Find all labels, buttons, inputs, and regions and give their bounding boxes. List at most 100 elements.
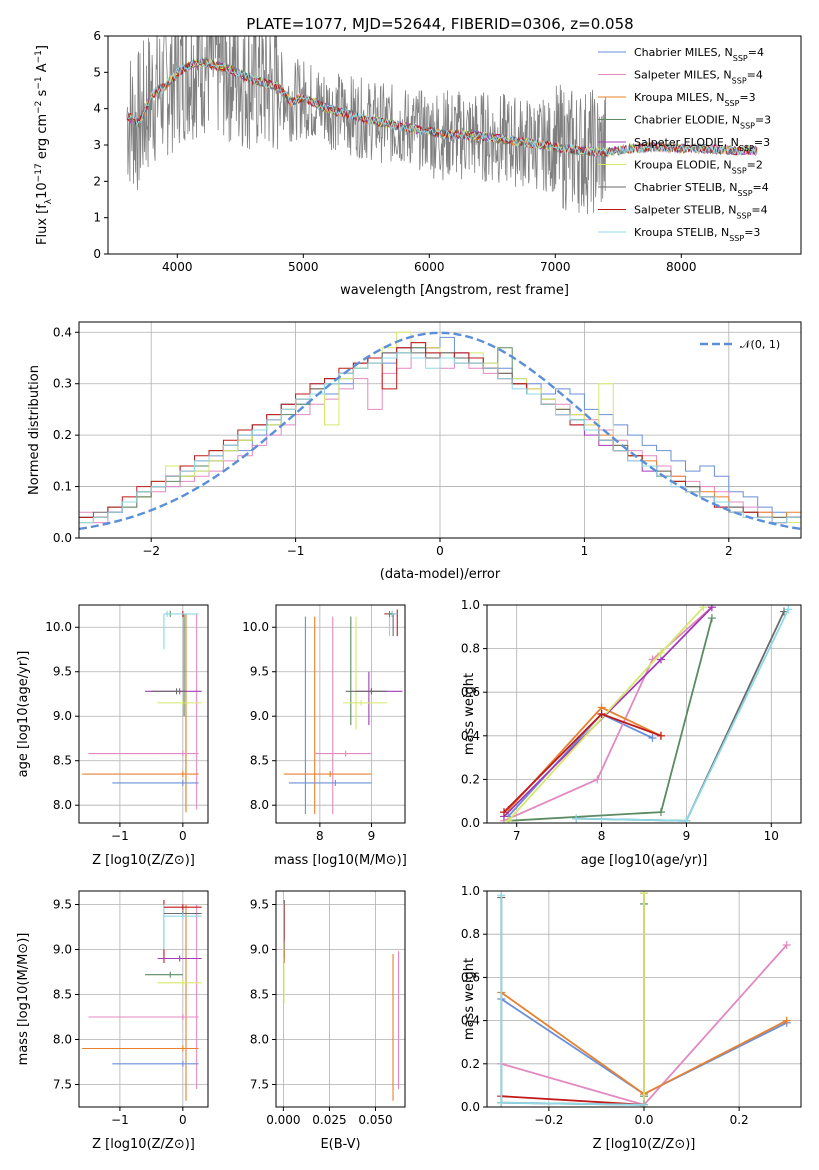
y-tick-label: 8.5	[53, 988, 72, 1002]
y-tick-label: 7.5	[250, 1078, 269, 1092]
y-tick-label: 0.4	[461, 729, 480, 743]
series-marker	[640, 891, 648, 898]
y-tick-label: 6	[93, 29, 101, 43]
panel-mass_weight_vs_age: 7 8 9 10 0.0 0.2 0.4 0.6 0.8 1.0 age [log10(age/yr…	[461, 598, 802, 868]
y-tick-label: 1.0	[461, 598, 480, 612]
y-tick-label: 8.0	[53, 798, 72, 812]
panel-age_vs_Z: −1 0 8.0 8.5 9.0 9.5 10.0 Z [log10(Z/Z⊙)] age [l…	[16, 604, 209, 868]
x-tick-label: 9	[368, 829, 376, 843]
y-axis-label: Normed distribution	[27, 365, 42, 495]
y-tick-label: 9.0	[250, 943, 269, 957]
x-tick-label: −1	[111, 829, 129, 843]
axes-frame	[486, 604, 802, 824]
y-tick-label: 0.4	[461, 1014, 480, 1028]
x-tick-label: 9	[683, 829, 691, 843]
series-marker	[784, 605, 793, 614]
x-tick-label: 0	[436, 544, 444, 558]
model-line-kroupa-stelib	[126, 57, 758, 157]
y-tick-label: 7.5	[53, 1078, 72, 1092]
series-marker	[656, 648, 665, 657]
y-tick-label: 10.0	[45, 620, 72, 634]
panel-mass_weight_vs_Z: −0.2 0.0 0.2 0.0 0.2 0.4 0.6 0.8 1.0 Z [log10(Z/Z…	[461, 884, 802, 1152]
series-marker	[699, 605, 708, 612]
x-tick-label: −2	[142, 544, 160, 558]
legend-entry: Kroupa ELODIE, NSSP=2	[634, 159, 763, 176]
y-tick-label: 8.0	[53, 1033, 72, 1047]
series-marker	[656, 808, 665, 817]
figure-title: PLATE=1077, MJD=52644, FIBERID=0306, z=0…	[246, 15, 633, 33]
plot-area	[283, 609, 403, 815]
x-axis-label: Z [log10(Z/Z⊙)]	[92, 853, 195, 868]
y-tick-label: 1	[93, 211, 101, 225]
y-tick-label: 10.0	[242, 620, 269, 634]
y-tick-label: 0.1	[53, 480, 72, 494]
y-tick-label: 9.0	[53, 709, 72, 723]
y-tick-label: 0.3	[53, 377, 72, 391]
y-tick-label: 0.0	[461, 816, 480, 830]
x-axis-label: Z [log10(Z/Z⊙)]	[92, 1137, 195, 1152]
panel-mass_vs_Z: −1 0 7.5 8.0 8.5 9.0 9.5 Z [log10(Z/Z⊙)] mass [l…	[16, 890, 209, 1152]
y-tick-label: 0.2	[461, 1057, 480, 1071]
y-tick-label: 9.5	[53, 898, 72, 912]
panel-age_vs_mass: 8 9 8.0 8.5 9.0 9.5 10.0 mass [log10(M/M⊙)]	[242, 604, 407, 868]
x-axis-label: mass [log10(M/M⊙)]	[274, 853, 407, 868]
axes-frame	[275, 604, 406, 824]
y-tick-label: 8.5	[250, 988, 269, 1002]
y-axis-label: mass weight	[462, 958, 477, 1040]
x-tick-label: 6000	[414, 260, 445, 274]
y-tick-label: 1.0	[461, 884, 480, 898]
y-tick-label: 9.0	[53, 943, 72, 957]
series-marker	[656, 731, 665, 740]
y-tick-label: 9.0	[250, 709, 269, 723]
plot-area	[79, 331, 801, 531]
x-tick-label: 0.050	[358, 1113, 392, 1127]
y-axis-label: Flux [fλ10−17 erg cm−2 s−1 A−1]	[34, 45, 54, 245]
legend-entry: Salpeter STELIB, NSSP=4	[634, 204, 768, 221]
x-tick-label: 0.0	[634, 1113, 653, 1127]
x-tick-label: 8	[598, 829, 606, 843]
y-tick-label: 3	[93, 138, 101, 152]
histogram-kroupa-stelib	[79, 352, 801, 524]
panel-mass_vs_ebv: 0.000 0.025 0.050 7.5 8.0 8.5 9.0 9.5 E(B-V)	[250, 890, 406, 1152]
x-tick-label: 2	[725, 544, 733, 558]
axes-frame	[275, 890, 406, 1108]
y-tick-label: 0.2	[53, 428, 72, 442]
series-line	[501, 1095, 645, 1106]
y-tick-label: 9.5	[250, 898, 269, 912]
legend-entry: Chabrier MILES, NSSP=4	[634, 46, 764, 63]
axes-frame	[78, 321, 802, 539]
series-marker	[504, 816, 513, 823]
y-tick-label: 0.4	[53, 325, 72, 339]
x-tick-label: 0.000	[266, 1113, 300, 1127]
y-axis-label: mass weight	[462, 673, 477, 755]
series-line	[500, 895, 645, 1106]
y-tick-label: 0.6	[461, 970, 480, 984]
series-marker	[648, 733, 657, 742]
x-axis-label: age [log10(age/yr)]	[581, 853, 708, 868]
y-tick-label: 4	[93, 102, 101, 116]
plot-area	[497, 891, 791, 1107]
legend-entry: 𝒩(0, 1)	[740, 338, 780, 351]
y-tick-label: 5	[93, 65, 101, 79]
series-marker	[499, 808, 508, 817]
x-tick-label: 4000	[162, 260, 193, 274]
y-tick-label: 8.5	[53, 754, 72, 768]
x-tick-label: 7000	[540, 260, 571, 274]
series-line	[576, 609, 790, 822]
axes-frame	[78, 604, 209, 824]
y-tick-label: 2	[93, 174, 101, 188]
legend-entry: Salpeter ELODIE, NSSP=3	[634, 136, 770, 153]
x-tick-label: −0.2	[534, 1113, 563, 1127]
y-tick-label: 0.6	[461, 685, 480, 699]
series-marker	[597, 710, 606, 718]
x-axis-label: wavelength [Angstrom, rest frame]	[340, 283, 569, 298]
x-tick-label: 7	[513, 829, 521, 843]
plot-area	[283, 900, 400, 1101]
x-tick-label: 10	[764, 829, 779, 843]
plot-area	[82, 610, 202, 813]
series-marker	[707, 614, 716, 623]
x-tick-label: 1	[581, 544, 589, 558]
legend-entry: Chabrier STELIB, NSSP=4	[634, 181, 769, 198]
